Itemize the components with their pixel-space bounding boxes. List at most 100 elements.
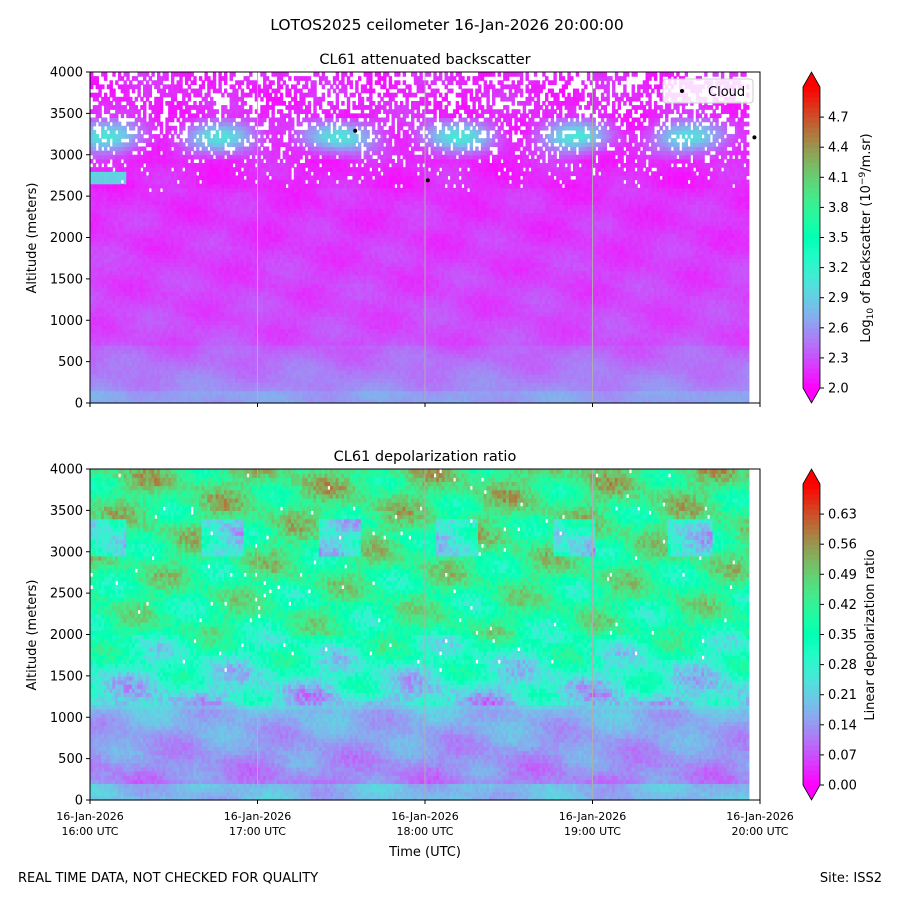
backscatter-cell — [271, 109, 274, 114]
backscatter-cell — [221, 93, 224, 98]
backscatter-cell — [232, 118, 235, 123]
backscatter-cell — [146, 97, 149, 102]
backscatter-cell — [174, 180, 177, 185]
backscatter-cell — [112, 93, 115, 98]
backscatter-cell — [202, 84, 205, 89]
backscatter-cell — [165, 72, 168, 77]
backscatter-cell — [218, 89, 221, 94]
backscatter-title: CL61 attenuated backscatter — [319, 52, 530, 68]
backscatter-cell — [135, 105, 138, 110]
backscatter-cell — [107, 138, 110, 143]
backscatter-cell — [235, 89, 238, 94]
backscatter-cell — [160, 130, 163, 135]
backscatter-cell — [124, 130, 127, 135]
backscatter-cell — [260, 142, 263, 147]
backscatter-cell — [213, 80, 216, 85]
backscatter-cell — [188, 84, 191, 89]
backscatter-cell — [137, 113, 140, 118]
backscatter-cell — [199, 76, 202, 81]
backscatter-cell — [118, 138, 121, 143]
backscatter-cell — [149, 76, 152, 81]
backscatter-cell — [140, 97, 143, 102]
backscatter-cell — [227, 151, 230, 156]
backscatter-cell — [140, 80, 143, 85]
backscatter-cell — [207, 76, 210, 81]
backscatter-cell — [179, 138, 182, 143]
backscatter-cell — [160, 101, 163, 106]
backscatter-heatmap — [90, 72, 749, 404]
backscatter-cell — [224, 80, 227, 85]
backscatter-cell — [221, 146, 224, 151]
backscatter-cell — [271, 105, 274, 110]
backscatter-cell — [260, 97, 263, 102]
backscatter-cell — [199, 159, 202, 164]
backscatter-cell — [266, 76, 269, 81]
figure-suptitle: LOTOS2025 ceilometer 16-Jan-2026 20:00:0… — [270, 16, 624, 34]
backscatter-cell — [199, 122, 202, 127]
backscatter-cell — [266, 146, 269, 151]
backscatter-cell — [213, 126, 216, 131]
backscatter-cell — [93, 122, 96, 127]
backscatter-cell — [271, 80, 274, 85]
backscatter-cell — [149, 113, 152, 118]
backscatter-cell — [235, 138, 238, 143]
backscatter-cell — [135, 76, 138, 81]
backscatter-cell — [143, 76, 146, 81]
backscatter-cell — [258, 155, 261, 160]
backscatter-cell — [137, 151, 140, 156]
backscatter-cell — [137, 89, 140, 94]
backscatter-cell — [126, 93, 129, 98]
backscatter-cell — [174, 113, 177, 118]
backscatter-cell — [193, 171, 196, 176]
backscatter-cell — [230, 130, 233, 135]
backscatter-cell — [96, 76, 99, 81]
backscatter-cell — [241, 89, 244, 94]
backscatter-cell — [126, 72, 129, 77]
backscatter-cell — [196, 146, 199, 151]
backscatter-cell — [104, 76, 107, 81]
backscatter-cell — [137, 130, 140, 135]
backscatter-cell — [188, 109, 191, 114]
backscatter-cell — [118, 72, 121, 77]
backscatter-cell — [216, 130, 219, 135]
backscatter-cell — [246, 122, 249, 127]
backscatter-cell — [185, 159, 188, 164]
backscatter-cell — [174, 130, 177, 135]
backscatter-cell — [260, 159, 263, 164]
backscatter-cell — [252, 180, 255, 185]
backscatter-cell — [213, 84, 216, 89]
backscatter-cell — [93, 146, 96, 151]
backscatter-cell — [171, 80, 174, 85]
backscatter-cell — [277, 155, 280, 160]
backscatter-cell — [149, 89, 152, 94]
backscatter-cell — [235, 93, 238, 98]
backscatter-cell — [140, 163, 143, 168]
backscatter-cell — [207, 130, 210, 135]
backscatter-cell — [207, 134, 210, 139]
backscatter-cell — [246, 76, 249, 81]
backscatter-cell — [185, 89, 188, 94]
backscatter-cell — [149, 84, 152, 89]
backscatter-cell — [260, 122, 263, 127]
backscatter-cell — [263, 171, 266, 176]
backscatter-cell — [258, 146, 261, 151]
backscatter-cell — [104, 163, 107, 168]
backscatter-cell — [104, 72, 107, 77]
backscatter-cell — [179, 80, 182, 85]
backscatter-cell — [238, 167, 241, 172]
backscatter-cell — [124, 80, 127, 85]
backscatter-cell — [263, 118, 266, 123]
backscatter-cell — [179, 84, 182, 89]
backscatter-cell — [143, 109, 146, 114]
backscatter-cell — [271, 113, 274, 118]
backscatter-cell — [241, 113, 244, 118]
backscatter-cell — [218, 84, 221, 89]
backscatter-cell — [110, 80, 113, 85]
backscatter-cell — [129, 80, 132, 85]
backscatter-cell — [93, 130, 96, 135]
backscatter-cell — [235, 101, 238, 106]
backscatter-cell — [266, 175, 269, 180]
backscatter-cell — [104, 130, 107, 135]
backscatter-cell — [104, 118, 107, 123]
backscatter-cell — [216, 118, 219, 123]
